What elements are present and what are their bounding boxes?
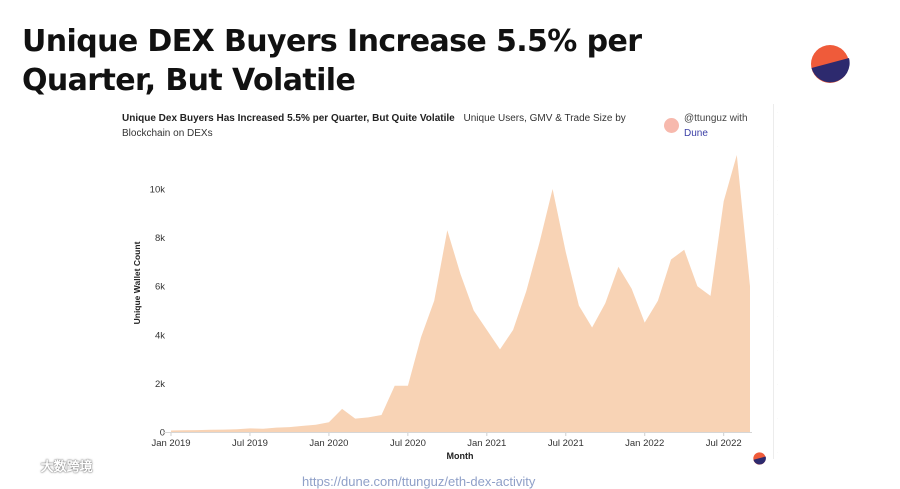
x-tick-label: Jan 2019 <box>151 438 190 449</box>
chart-subtitle: Unique Users, GMV & Trade Size by Blockc… <box>122 113 626 139</box>
y-tick-label: 8k <box>155 233 165 244</box>
side-strip-tick: · <box>777 348 778 352</box>
data-point <box>722 199 726 203</box>
data-point <box>669 258 673 262</box>
y-tick-label: 0 <box>160 428 165 439</box>
data-point <box>603 301 607 305</box>
data-point <box>551 187 555 191</box>
data-point <box>682 248 686 252</box>
y-tick-label: 2k <box>155 379 165 390</box>
data-point <box>590 326 594 330</box>
side-strip-tick: · <box>777 246 778 250</box>
y-tick-label: 6k <box>155 282 165 293</box>
watermark-text: 大数跨境 <box>40 459 93 474</box>
data-point <box>695 284 699 288</box>
data-point <box>380 413 384 417</box>
data-point <box>616 265 620 269</box>
data-point <box>195 428 199 432</box>
data-point <box>630 287 634 291</box>
data-point <box>656 299 660 303</box>
data-point <box>577 304 581 308</box>
side-strip-tick: · <box>777 144 778 148</box>
data-point <box>432 299 436 303</box>
x-tick-label: Jul 2022 <box>706 438 742 449</box>
data-point <box>169 429 173 433</box>
side-strip-tick: · <box>777 280 778 284</box>
side-strip-tick: · <box>777 212 778 216</box>
dune-link[interactable]: Dune <box>684 128 708 139</box>
side-strip-tick: · <box>777 450 778 454</box>
x-tick-label: Jul 2021 <box>548 438 584 449</box>
data-point <box>709 294 713 298</box>
side-strip-tick: · <box>777 416 778 420</box>
data-point <box>340 407 344 411</box>
data-point <box>182 428 186 432</box>
y-axis-label: Unique Wallet Count <box>132 241 142 324</box>
y-tick-label: 10k <box>150 185 166 196</box>
data-point <box>459 272 463 276</box>
data-point <box>445 228 449 232</box>
dune-logo-icon <box>811 45 850 83</box>
data-point <box>472 309 476 313</box>
data-point <box>366 415 370 419</box>
watermark-logo-icon <box>9 462 31 473</box>
x-tick-label: Jul 2019 <box>232 438 268 449</box>
data-point <box>748 284 752 288</box>
side-scale-strip: · · · · · · · · · · · <box>773 104 788 459</box>
data-point <box>564 250 568 254</box>
data-point <box>235 427 239 431</box>
data-point <box>643 321 647 325</box>
side-strip-tick: · <box>777 314 778 318</box>
data-point <box>209 428 213 432</box>
data-point <box>274 426 278 430</box>
x-tick-label: Jan 2020 <box>309 438 348 449</box>
data-point <box>538 241 542 245</box>
x-tick-label: Jan 2022 <box>625 438 664 449</box>
x-tick-label: Jul 2020 <box>390 438 426 449</box>
side-strip-tick: · <box>777 382 778 386</box>
data-point <box>393 384 397 388</box>
x-tick-label: Jan 2021 <box>467 438 506 449</box>
author-avatar <box>664 118 679 133</box>
side-strip-tick: · <box>777 110 778 114</box>
chart-header: Unique Dex Buyers Has Increased 5.5% per… <box>122 111 642 141</box>
data-point <box>406 384 410 388</box>
slide-title: Unique DEX Buyers Increase 5.5% per Quar… <box>22 24 642 98</box>
chart-title: Unique Dex Buyers Has Increased 5.5% per… <box>122 113 455 124</box>
data-point <box>735 153 739 157</box>
data-point <box>327 420 331 424</box>
data-point <box>353 417 357 421</box>
author-handle: @ttunguz with <box>684 113 748 124</box>
watermark: 大数跨境 <box>9 456 93 475</box>
data-point <box>498 347 502 351</box>
side-strip-tick: · <box>777 178 778 182</box>
data-point <box>222 428 226 432</box>
y-axis-ticks: 0 2k 4k 6k 8k 10k <box>150 185 166 439</box>
area-series-unique-wallets <box>171 155 750 432</box>
data-point <box>261 427 265 431</box>
data-point <box>419 335 423 339</box>
x-axis-ticks: Jan 2019 Jul 2019 Jan 2020 Jul 2020 Jan 2021… <box>151 432 742 449</box>
y-tick-label: 4k <box>155 330 165 341</box>
data-point <box>301 424 305 428</box>
source-link[interactable]: https://dune.com/ttunguz/eth-dex-activit… <box>302 474 536 489</box>
data-point <box>524 289 528 293</box>
dune-logo-small-icon <box>753 452 766 465</box>
x-axis-label: Month <box>447 451 474 461</box>
data-point <box>248 426 252 430</box>
data-point <box>314 423 318 427</box>
data-point <box>287 425 291 429</box>
data-point <box>485 328 489 332</box>
data-point <box>511 328 515 332</box>
